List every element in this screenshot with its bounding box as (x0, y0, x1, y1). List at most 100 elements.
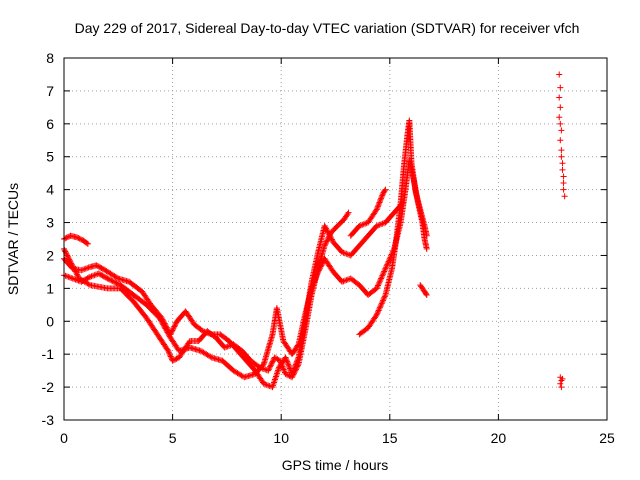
data-point (160, 322, 167, 329)
data-point (224, 343, 231, 350)
y-tick-label: 8 (46, 50, 54, 66)
data-point (379, 298, 386, 305)
data-point (295, 355, 302, 362)
data-point (341, 250, 348, 257)
data-point (88, 273, 95, 280)
y-tick-labels: -3 -2 -1 0 1 2 3 4 5 6 7 8 (42, 50, 55, 428)
data-point (373, 222, 380, 229)
data-point (376, 278, 383, 285)
data-point (89, 272, 96, 279)
y-tick-label: -2 (42, 379, 55, 395)
data-point (328, 236, 335, 243)
data-point (62, 272, 69, 279)
data-point (84, 265, 91, 272)
data-point (205, 330, 212, 337)
x-tick-label: 15 (382, 430, 398, 446)
data-point (289, 370, 296, 377)
data-point (556, 114, 563, 121)
data-point (165, 347, 172, 354)
data-point (378, 221, 385, 228)
data-point (285, 372, 292, 379)
data-point (561, 193, 568, 200)
data-point (380, 269, 387, 276)
data-point (376, 199, 383, 206)
data-point (164, 329, 171, 336)
data-point (375, 308, 382, 315)
data-point (381, 293, 388, 300)
data-point (282, 354, 289, 361)
data-point (167, 353, 174, 360)
data-point (283, 355, 290, 362)
series-track-1 (61, 232, 91, 247)
series-track-4 (61, 157, 430, 381)
data-point (110, 278, 117, 285)
data-point (63, 273, 70, 280)
data-point (108, 277, 115, 284)
data-point (272, 374, 279, 381)
x-tick-label: 10 (273, 430, 289, 446)
data-point (271, 378, 278, 385)
data-point (321, 222, 328, 229)
data-point (312, 274, 319, 281)
data-point (259, 362, 266, 369)
data-point (379, 192, 386, 199)
data-point (65, 273, 72, 280)
data-point (319, 261, 326, 268)
data-points (61, 71, 568, 391)
data-point (281, 368, 288, 375)
data-point (381, 294, 388, 301)
data-point (87, 273, 94, 280)
data-point (315, 268, 322, 275)
data-point (362, 220, 369, 227)
data-point (378, 301, 385, 308)
data-point (291, 365, 298, 372)
data-point (170, 324, 177, 331)
data-point (200, 328, 207, 335)
data-point (379, 272, 386, 279)
data-point (292, 362, 299, 369)
data-point (293, 359, 300, 366)
data-point (314, 271, 321, 278)
data-point (73, 270, 80, 277)
y-tick-label: 4 (46, 182, 54, 198)
data-point (284, 359, 291, 366)
data-point (423, 245, 430, 252)
data-point (112, 279, 119, 286)
y-tick-label: 5 (46, 149, 54, 165)
data-point (373, 311, 380, 318)
x-tick-label: 0 (60, 430, 68, 446)
data-point (269, 359, 276, 366)
data-point (383, 264, 390, 271)
data-point (161, 324, 168, 331)
data-point (271, 379, 278, 386)
data-point (266, 365, 273, 372)
y-tick-label: 3 (46, 215, 54, 231)
data-point (71, 276, 78, 283)
data-point (169, 327, 176, 334)
data-point (376, 306, 383, 313)
data-point (384, 261, 391, 268)
x-tick-label: 5 (169, 430, 177, 446)
data-point (170, 357, 177, 364)
data-point (104, 275, 111, 282)
data-point (168, 328, 175, 335)
data-point (290, 368, 297, 375)
data-point (64, 253, 71, 260)
data-point (274, 370, 281, 377)
series-track-7 (417, 282, 430, 298)
series-track-5 (356, 117, 430, 338)
data-point (385, 258, 392, 265)
data-point (285, 362, 292, 369)
data-point (340, 249, 347, 256)
data-point (64, 252, 71, 259)
data-point (323, 238, 330, 245)
data-point (68, 274, 75, 281)
data-point (557, 380, 564, 387)
data-point (284, 358, 291, 365)
data-point (156, 314, 163, 321)
data-point (341, 277, 348, 284)
y-axis-label: SDTVAR / TECUs (5, 183, 21, 295)
data-point (378, 195, 385, 202)
data-point (74, 272, 81, 279)
data-point (312, 275, 319, 282)
